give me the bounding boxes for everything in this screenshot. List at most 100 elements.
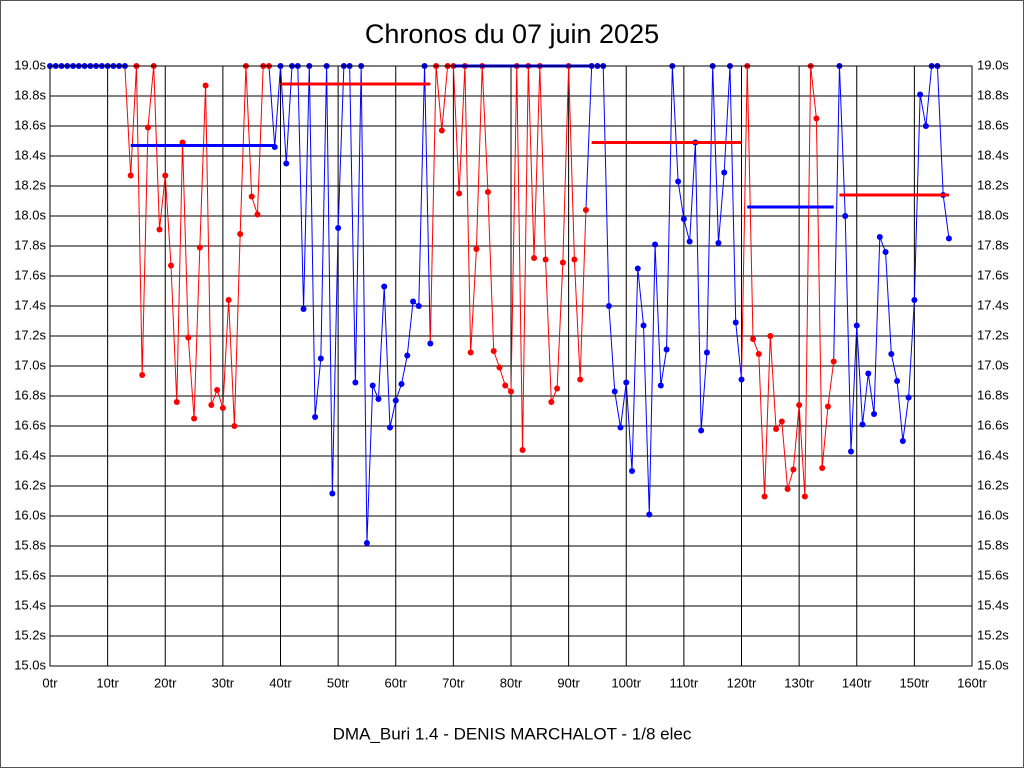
y2-tick-label: 18.2s <box>977 177 1009 192</box>
y2-tick-label: 17.8s <box>977 237 1009 252</box>
lap-point <box>675 178 682 185</box>
y-tick-label: 17.2s <box>14 327 46 342</box>
x-tick-label: 30tr <box>212 675 235 690</box>
lap-point <box>381 283 388 290</box>
y-tick-label: 18.6s <box>14 117 46 132</box>
lap-point <box>127 172 134 179</box>
x-tick-label: 120tr <box>727 675 757 690</box>
connector <box>268 65 276 148</box>
lap-point <box>404 352 411 359</box>
y-tick-label: 18.0s <box>14 207 46 222</box>
lap-point <box>750 336 757 342</box>
y-tick-label: 19.0s <box>14 57 46 72</box>
lap-point <box>657 382 664 389</box>
lap-point <box>784 486 791 492</box>
lap-point <box>703 349 710 356</box>
connector <box>833 65 840 362</box>
lap-point <box>139 372 146 378</box>
lap-point <box>456 190 463 197</box>
x-tick-label: 10tr <box>96 675 119 690</box>
lap-point <box>219 405 226 411</box>
lap-point <box>819 465 826 471</box>
y2-tick-label: 15.6s <box>977 567 1009 582</box>
lap-point <box>375 396 382 402</box>
lap-point <box>605 303 612 309</box>
lap-point <box>755 351 762 357</box>
lap-point <box>490 348 497 354</box>
lap-point <box>824 403 831 410</box>
lap-point <box>888 351 895 357</box>
lap-point <box>329 490 336 497</box>
lap-point <box>369 382 376 389</box>
y-tick-label: 16.4s <box>14 447 46 462</box>
y2-tick-label: 15.0s <box>977 657 1009 672</box>
lap-point <box>554 385 561 392</box>
lap-point <box>214 387 221 393</box>
lap-point <box>738 376 745 383</box>
lap-point <box>646 511 653 518</box>
lap-point <box>617 424 624 431</box>
x-tick-label: 140tr <box>842 675 872 690</box>
y2-tick-label: 16.6s <box>977 417 1009 432</box>
lap-point <box>698 427 705 434</box>
lap-point <box>559 259 566 266</box>
y-tick-label: 17.8s <box>14 237 46 252</box>
y2-tick-label: 15.2s <box>977 627 1009 642</box>
lap-point <box>629 468 636 474</box>
lap-point <box>767 333 774 339</box>
x-tick-label: 150tr <box>900 675 930 690</box>
x-tick-label: 100tr <box>611 675 641 690</box>
lap-point <box>680 216 687 222</box>
lap-point <box>842 213 849 219</box>
lap-point <box>634 265 641 272</box>
y-tick-label: 15.6s <box>14 567 46 582</box>
lap-point <box>542 256 549 263</box>
y2-tick-label: 18.6s <box>977 117 1009 132</box>
y2-tick-label: 17.0s <box>977 357 1009 372</box>
lap-point <box>508 388 514 395</box>
y-tick-label: 16.2s <box>14 477 46 492</box>
lap-point <box>623 379 630 386</box>
lap-point <box>859 421 866 428</box>
x-tick-label: 160tr <box>957 675 987 690</box>
lap-point <box>778 418 785 425</box>
y2-tick-label: 18.0s <box>977 207 1009 222</box>
lap-point <box>317 355 324 362</box>
lap-point <box>173 399 180 405</box>
connector <box>124 65 132 176</box>
x-tick-label: 80tr <box>500 675 523 690</box>
lap-point <box>721 169 728 176</box>
lap-point <box>871 411 878 417</box>
lap-point <box>911 297 918 303</box>
lap-point <box>732 319 739 326</box>
lap-point <box>531 255 538 261</box>
lap-point <box>162 172 169 179</box>
y-tick-label: 18.8s <box>14 87 46 102</box>
y2-tick-label: 18.8s <box>977 87 1009 102</box>
connector <box>585 65 593 211</box>
lap-point <box>577 376 584 383</box>
y2-tick-label: 16.0s <box>977 507 1009 522</box>
lap-point <box>410 298 417 305</box>
lap-point <box>640 322 647 329</box>
chart-title: Chronos du 07 juin 2025 <box>365 19 659 49</box>
lap-point <box>208 402 215 408</box>
series-line <box>274 65 431 544</box>
lap-point <box>363 540 370 546</box>
y2-tick-label: 17.2s <box>977 327 1009 342</box>
lap-point <box>168 262 175 269</box>
x-tick-label: 0tr <box>42 675 58 690</box>
x-tick-label: 130tr <box>784 675 814 690</box>
lap-point <box>352 379 359 386</box>
y-tick-label: 18.4s <box>14 147 46 162</box>
lap-point <box>905 394 912 401</box>
lap-point <box>801 493 808 500</box>
lap-point <box>882 249 889 255</box>
x-tick-label: 20tr <box>154 675 177 690</box>
y-tick-label: 18.2s <box>14 177 46 192</box>
lap-point <box>894 378 901 384</box>
lap-point <box>496 364 503 371</box>
connector <box>429 65 437 344</box>
y-tick-label: 17.4s <box>14 297 46 312</box>
